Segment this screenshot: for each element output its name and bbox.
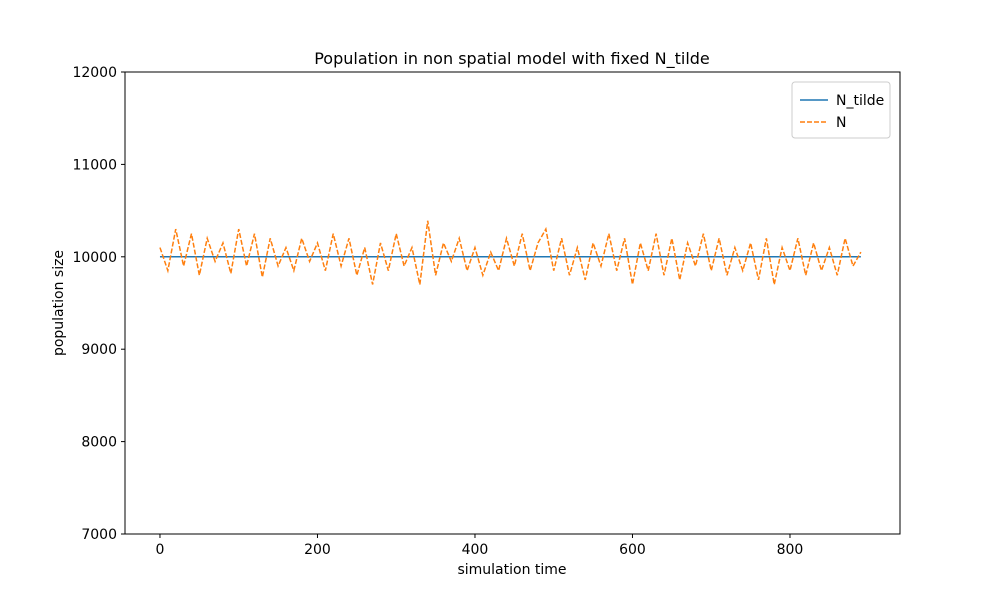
y-tick-label: 7000 [81, 527, 117, 543]
x-tick-label: 800 [777, 542, 804, 558]
y-tick-label: 12000 [72, 65, 117, 81]
legend-label: N [836, 115, 846, 131]
y-tick-label: 10000 [72, 250, 117, 266]
y-axis-label: population size [51, 250, 67, 356]
x-tick-label: 200 [304, 542, 331, 558]
x-tick-label: 400 [462, 542, 489, 558]
x-tick-label: 0 [156, 542, 165, 558]
y-tick-label: 9000 [81, 342, 117, 358]
series-line [159, 220, 862, 285]
y-tick-label: 11000 [72, 157, 117, 173]
axes-frame [124, 71, 901, 535]
chart-title: Population in non spatial model with fix… [314, 49, 710, 69]
legend-box [791, 81, 891, 139]
legend-label: N_tilde [836, 93, 884, 109]
y-tick-label: 8000 [81, 435, 117, 451]
x-axis-label: simulation time [457, 562, 566, 578]
x-tick-label: 600 [619, 542, 646, 558]
